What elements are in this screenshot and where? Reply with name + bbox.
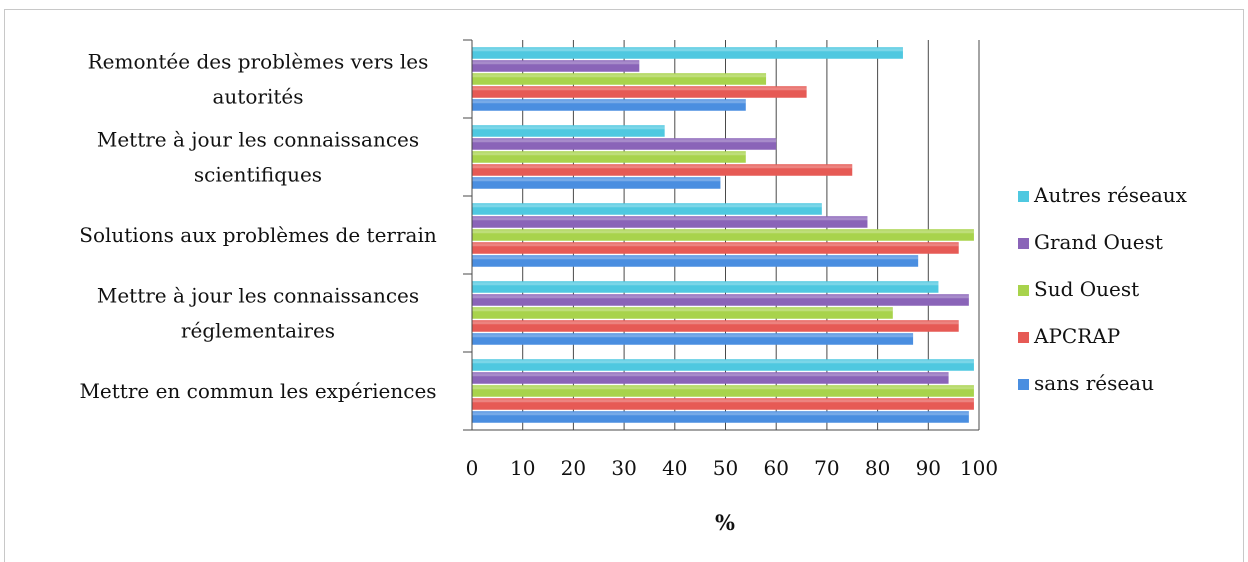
bar-highlight — [472, 399, 974, 403]
bar-highlight — [472, 139, 777, 143]
bar-highlight — [472, 126, 665, 130]
category-label-2-line-0: Solutions aux problèmes de terrain — [79, 223, 437, 247]
x-tick-label-60: 60 — [763, 456, 788, 480]
bar-apcrap-cat-3 — [472, 320, 959, 332]
bar-apcrap-cat-2 — [472, 242, 959, 254]
bar-autres-r-seaux-cat-2 — [472, 203, 822, 215]
bar-sud-ouest-cat-4 — [472, 385, 974, 397]
category-label-0-line-1: autorités — [213, 85, 304, 109]
category-label-3-line-1: réglementaires — [181, 319, 335, 343]
bar-highlight — [472, 243, 959, 247]
bar-highlight — [472, 386, 974, 390]
bar-highlight — [472, 230, 974, 234]
category-label-1-line-0: Mettre à jour les connaissances — [97, 128, 419, 152]
x-tick-label-50: 50 — [713, 456, 738, 480]
bar-highlight — [472, 282, 939, 286]
x-tick-label-10: 10 — [510, 456, 535, 480]
bar-highlight — [472, 178, 721, 182]
x-tick-label-0: 0 — [466, 456, 479, 480]
legend-label-sans-r-seau: sans réseau — [1034, 371, 1154, 395]
bar-highlight — [472, 165, 853, 169]
bar-highlight — [472, 152, 746, 156]
bar-sans-r-seau-cat-0 — [472, 99, 746, 111]
category-label-1-line-1: scientifiques — [194, 163, 322, 187]
x-tick-label-70: 70 — [814, 456, 839, 480]
legend: Autres réseaux Grand Ouest Sud Ouest APCRAP… — [1018, 183, 1188, 395]
axes — [463, 39, 979, 431]
legend-label-apcrap: APCRAP — [1033, 324, 1120, 348]
bar-sud-ouest-cat-1 — [472, 151, 746, 163]
x-tick-label-30: 30 — [611, 456, 636, 480]
bar-sud-ouest-cat-0 — [472, 73, 767, 85]
bar-autres-r-seaux-cat-3 — [472, 281, 939, 293]
bar-highlight — [472, 87, 807, 91]
bar-highlight — [472, 48, 903, 52]
bar-highlight — [472, 321, 959, 325]
x-tick-label-100: 100 — [960, 456, 998, 480]
x-axis-title: % — [715, 510, 735, 535]
x-tick-label-40: 40 — [662, 456, 687, 480]
x-tick-label-80: 80 — [865, 456, 890, 480]
legend-swatch-apcrap — [1018, 332, 1029, 343]
bar-grand-ouest-cat-1 — [472, 138, 777, 150]
bar-highlight — [472, 360, 974, 364]
bar-highlight — [472, 74, 767, 78]
bar-grand-ouest-cat-4 — [472, 372, 949, 384]
bar-highlight — [472, 100, 746, 104]
bar-sans-r-seau-cat-3 — [472, 333, 914, 345]
bar-sud-ouest-cat-3 — [472, 307, 893, 319]
category-label-0-line-0: Remontée des problèmes vers les — [88, 50, 429, 74]
bar-autres-r-seaux-cat-1 — [472, 125, 665, 137]
category-label-3-line-0: Mettre à jour les connaissances — [97, 284, 419, 308]
bar-grand-ouest-cat-2 — [472, 216, 868, 228]
bar-apcrap-cat-1 — [472, 164, 853, 176]
bar-highlight — [472, 334, 914, 338]
legend-label-grand-ouest: Grand Ouest — [1034, 230, 1163, 254]
tick-labels: 0 10 20 30 40 50 60 70 80 90 100 — [466, 456, 998, 480]
legend-swatch-sud-ouest — [1018, 285, 1029, 296]
category-labels: Remontée des problèmes vers les autorités… — [79, 50, 437, 404]
bar-highlight — [472, 373, 949, 377]
bars — [472, 47, 974, 423]
legend-swatch-grand-ouest — [1018, 238, 1029, 249]
legend-swatch-sans-r-seau — [1018, 379, 1029, 390]
bar-apcrap-cat-0 — [472, 86, 807, 98]
x-tick-label-20: 20 — [561, 456, 586, 480]
bar-autres-r-seaux-cat-0 — [472, 47, 903, 59]
bar-grand-ouest-cat-0 — [472, 60, 640, 72]
bar-grand-ouest-cat-3 — [472, 294, 969, 306]
bar-sans-r-seau-cat-2 — [472, 255, 919, 267]
bar-sud-ouest-cat-2 — [472, 229, 974, 241]
bar-highlight — [472, 295, 969, 299]
bar-autres-r-seaux-cat-4 — [472, 359, 974, 371]
legend-label-autres-r-seaux: Autres réseaux — [1033, 183, 1188, 207]
bar-highlight — [472, 217, 868, 221]
x-tick-label-90: 90 — [916, 456, 941, 480]
bar-highlight — [472, 412, 969, 416]
bar-highlight — [472, 256, 919, 260]
legend-label-sud-ouest: Sud Ouest — [1034, 277, 1139, 301]
legend-swatch-autres-r-seaux — [1018, 191, 1029, 202]
bar-sans-r-seau-cat-4 — [472, 411, 969, 423]
bar-highlight — [472, 61, 640, 65]
bar-highlight — [472, 204, 822, 208]
bar-apcrap-cat-4 — [472, 398, 974, 410]
chart-frame — [4, 9, 1244, 562]
bar-highlight — [472, 308, 893, 312]
category-label-4-line-0: Mettre en commun les expériences — [79, 379, 436, 403]
bar-sans-r-seau-cat-1 — [472, 177, 721, 189]
